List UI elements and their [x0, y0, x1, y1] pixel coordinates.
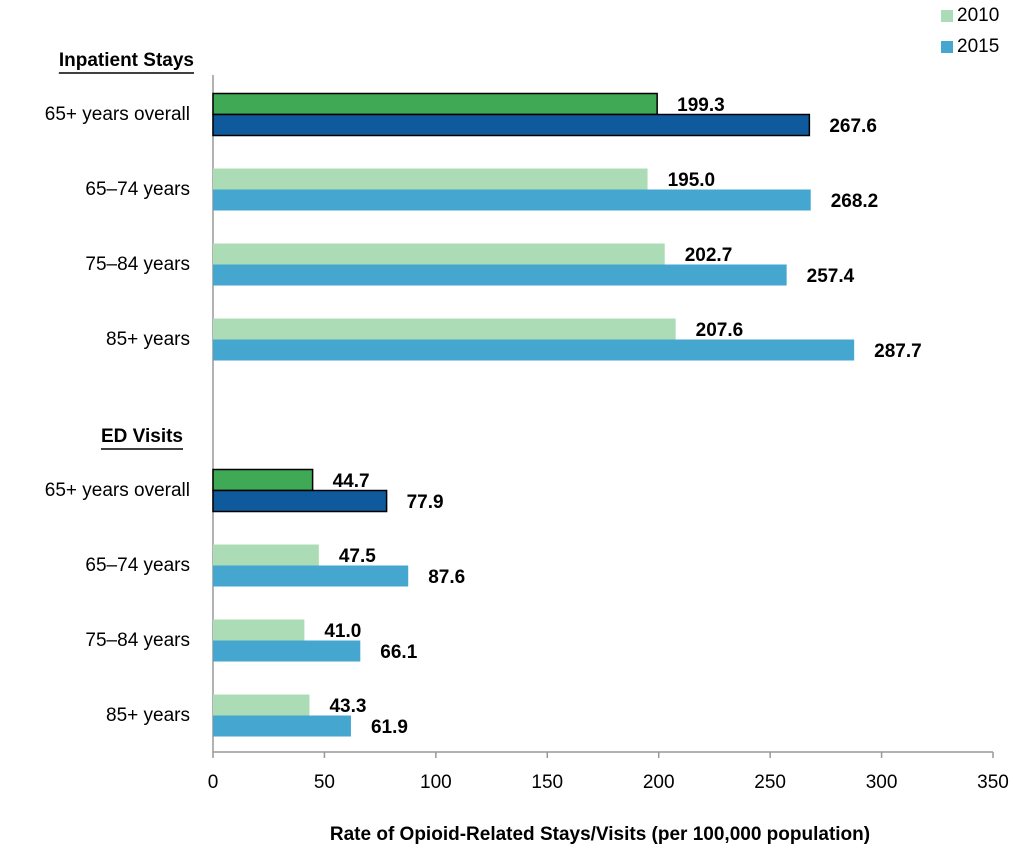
- bar: [213, 715, 351, 737]
- bar: [213, 565, 409, 587]
- category-label: 75–84 years: [85, 630, 190, 651]
- category-label: 65–74 years: [85, 555, 190, 576]
- bar: [213, 640, 361, 662]
- value-label: 195.0: [668, 170, 716, 191]
- value-label: 268.2: [831, 191, 879, 212]
- x-tick-label: 0: [208, 772, 219, 793]
- value-label: 43.3: [329, 696, 366, 717]
- value-label: 257.4: [807, 266, 855, 287]
- legend-swatch: [941, 10, 953, 22]
- value-label: 66.1: [380, 642, 417, 663]
- bar: [213, 264, 787, 286]
- x-tick-label: 350: [977, 772, 1009, 793]
- bar: [212, 92, 658, 116]
- value-label: 202.7: [685, 245, 733, 266]
- bar: [213, 318, 676, 340]
- bar: [213, 694, 310, 716]
- value-label: 287.7: [874, 341, 922, 362]
- x-axis-label: Rate of Opioid-Related Stays/Visits (per…: [330, 824, 870, 845]
- category-label: 65+ years overall: [45, 104, 190, 125]
- legend-label: 2015: [957, 36, 999, 57]
- x-tick-label: 250: [754, 772, 786, 793]
- bar: [213, 189, 811, 211]
- value-label: 47.5: [339, 546, 376, 567]
- bar: [213, 339, 855, 361]
- x-tick-label: 150: [531, 772, 563, 793]
- value-label: 267.6: [829, 116, 877, 137]
- group-title: ED Visits: [101, 426, 183, 447]
- value-label: 44.7: [333, 471, 370, 492]
- bar: [213, 168, 648, 190]
- bar: [212, 113, 811, 137]
- bar: [212, 468, 314, 492]
- bar: [213, 243, 665, 265]
- category-label: 85+ years: [106, 705, 190, 726]
- group-title: Inpatient Stays: [59, 50, 194, 71]
- category-label: 75–84 years: [85, 254, 190, 275]
- category-label: 85+ years: [106, 329, 190, 350]
- value-label: 207.6: [696, 320, 744, 341]
- x-tick-label: 100: [420, 772, 452, 793]
- value-label: 41.0: [324, 621, 361, 642]
- value-label: 199.3: [677, 95, 725, 116]
- x-tick-label: 200: [643, 772, 675, 793]
- bar: [212, 489, 388, 513]
- legend-label: 2010: [957, 5, 999, 26]
- value-label: 77.9: [407, 492, 444, 513]
- bar: [213, 544, 319, 566]
- category-label: 65+ years overall: [45, 480, 190, 501]
- legend-swatch: [941, 41, 953, 53]
- bar: [213, 619, 305, 641]
- x-tick-label: 50: [314, 772, 335, 793]
- category-label: 65–74 years: [85, 179, 190, 200]
- value-label: 61.9: [371, 717, 408, 738]
- x-tick-label: 300: [866, 772, 898, 793]
- value-label: 87.6: [428, 567, 465, 588]
